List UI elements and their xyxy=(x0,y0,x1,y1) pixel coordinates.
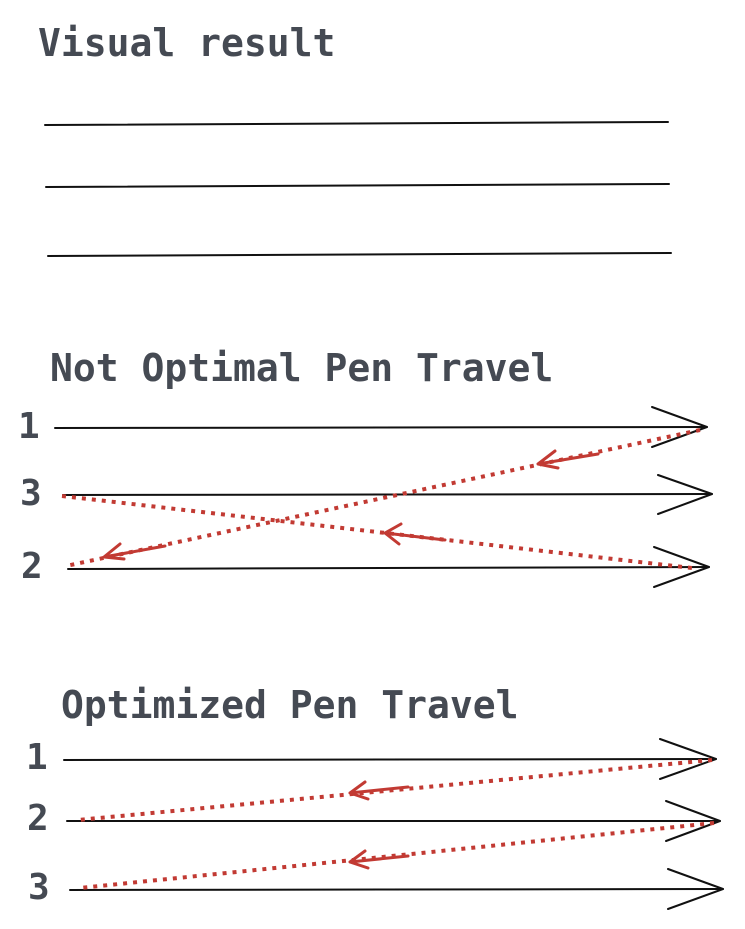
not-optimal-stroke-3 xyxy=(62,474,713,515)
not-optimal-row-label-2: 3 xyxy=(20,473,42,514)
drawn-line-2 xyxy=(45,183,670,188)
not-optimal-row-label-3: 2 xyxy=(21,546,43,587)
optimized-stroke-1 xyxy=(63,738,717,780)
not-optimal-stroke-1 xyxy=(54,406,708,448)
optimized-travel-2-arrow xyxy=(348,849,410,870)
visual-result-section: Visual result xyxy=(38,21,672,257)
not-optimal-row-label-1: 1 xyxy=(18,406,40,447)
not-optimal-section: Not Optimal Pen Travel 1 3 2 xyxy=(18,346,713,588)
optimized-row-label-3: 3 xyxy=(28,867,50,908)
optimized-section: Optimized Pen Travel 1 2 3 xyxy=(26,683,724,910)
visual-result-title: Visual result xyxy=(38,21,335,65)
not-optimal-stroke-2 xyxy=(67,546,710,588)
optimized-travel-1-arrow xyxy=(348,780,410,801)
drawn-line-1 xyxy=(44,121,669,126)
optimized-title: Optimized Pen Travel xyxy=(61,683,519,727)
not-optimal-travel-1-arrow xyxy=(536,449,600,470)
optimized-row-label-1: 1 xyxy=(26,737,48,778)
optimized-row-label-2: 2 xyxy=(27,798,49,839)
not-optimal-travel-1-arrow-2 xyxy=(102,542,167,561)
drawn-line-3 xyxy=(47,252,672,257)
not-optimal-travel-2 xyxy=(61,494,693,570)
optimized-stroke-2 xyxy=(66,800,721,842)
optimized-stroke-3 xyxy=(69,868,724,910)
not-optimal-title: Not Optimal Pen Travel xyxy=(50,346,553,390)
optimized-travel-1 xyxy=(77,758,713,822)
not-optimal-travel-2-arrow xyxy=(383,522,447,546)
optimized-travel-2 xyxy=(79,821,715,890)
not-optimal-travel-1 xyxy=(65,428,701,568)
